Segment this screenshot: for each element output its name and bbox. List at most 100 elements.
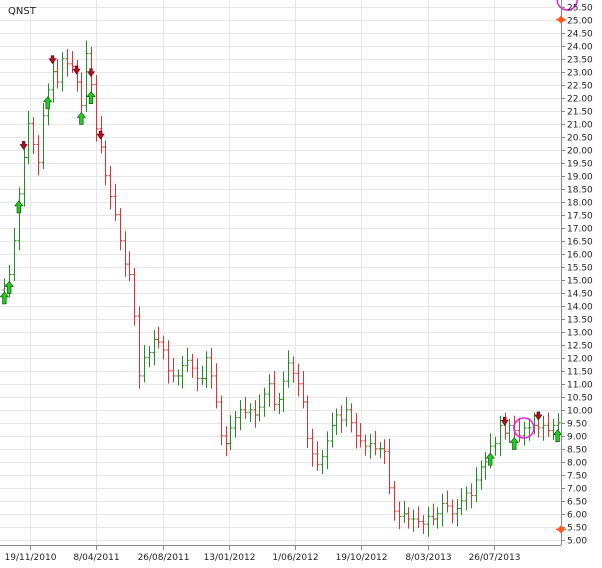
price-bar [320,450,325,474]
price-bar [209,348,214,389]
price-bar [161,335,166,360]
x-axis-ticks: 19/11/2010 8/04/2011 26/08/2011 13/01/2012 1… [5,545,521,563]
price-bar [402,501,407,523]
price-bar [84,40,89,112]
buy-arrow-icon [485,452,495,466]
price-bar [455,498,460,527]
price-bar [31,117,36,155]
x-tick-label: 19/10/2012 [336,553,388,563]
price-bar [310,428,315,467]
y-tick-label: 6.50 [567,498,587,508]
price-bar [469,483,474,509]
price-bar [426,506,431,537]
price-bar [387,438,392,495]
y-tick-label: 24.00 [567,43,593,53]
y-tick-label: 18.00 [567,199,593,209]
y-tick-label: 12.50 [567,342,593,352]
price-bar [479,460,484,490]
x-tick-label: 1/06/2012 [272,553,318,563]
price-bar [431,503,436,526]
y-tick-label: 12.00 [567,355,593,365]
price-bar [176,369,181,386]
price-bar [224,426,229,457]
price-bar [503,412,508,440]
price-bar [70,51,75,73]
highlight-circle [556,0,578,11]
price-bar [450,499,455,524]
price-bar [118,208,123,251]
buy-arrow-icon [14,200,24,214]
y-tick-label: 5.00 [567,537,587,547]
price-bar [363,434,368,456]
price-bar [94,75,99,142]
price-bar [238,400,243,431]
y-tick-label: 9.50 [567,420,587,430]
price-bar [103,140,108,186]
price-bar [248,403,253,422]
price-markers [556,15,566,534]
price-bar [397,501,402,530]
price-bar [253,400,258,428]
price-bar [156,326,161,349]
price-bar [305,395,310,448]
price-bar [113,183,118,222]
highlight-circle [513,417,535,439]
buy-arrow-icon [552,429,563,443]
y-tick-label: 8.50 [567,446,587,456]
price-bar [349,403,354,433]
x-tick-label: 26/07/2013 [469,553,521,563]
y-tick-label: 9.00 [567,433,587,443]
sell-arrow-icon [96,130,105,140]
price-bar [498,415,503,457]
price-bar [123,231,128,277]
price-bar [546,412,551,438]
buy-arrow-icon [0,291,10,305]
price-marker-icon [557,525,565,534]
price-bar [233,411,238,438]
x-tick-label: 26/08/2011 [138,553,190,563]
price-bar [411,509,416,532]
price-bar [435,507,440,529]
price-bar [152,329,157,366]
price-bar [459,488,464,516]
price-bar [195,358,200,392]
y-tick-label: 19.50 [567,160,593,170]
price-bar [243,397,248,419]
price-bar [137,306,142,389]
buy-arrow-icon [76,111,87,125]
price-bar [464,486,469,511]
x-tick-label: 19/11/2010 [5,553,57,563]
price-bar [79,72,84,119]
price-bar [536,418,541,438]
y-tick-label: 5.50 [567,524,587,534]
y-tick-label: 21.00 [567,121,593,131]
price-marker-icon [557,15,565,24]
y-tick-label: 17.00 [567,225,593,235]
price-bar [75,59,80,92]
y-tick-label: 7.50 [567,472,587,482]
y-tick-label: 22.00 [567,95,593,105]
price-bar [214,363,219,409]
price-bar [291,356,296,383]
price-bar [339,405,344,433]
signal-arrows [0,56,563,466]
price-bar [368,433,373,459]
price-bar [296,363,301,397]
price-bar [17,187,22,251]
price-bar [277,392,282,415]
highlight-circles [513,0,578,439]
y-axis-ticks: 5.00 5.50 6.00 6.50 7.00 7.50 8.00 8.50 9.00 9.50… [561,4,593,547]
price-bar [132,267,137,326]
x-tick-label: 13/01/2012 [204,553,256,563]
y-tick-label: 14.00 [567,303,593,313]
buy-arrow-icon [4,280,14,294]
price-bar [26,110,31,164]
price-bar [12,227,17,282]
price-bar [36,134,41,176]
price-bar [228,415,233,451]
price-bar [551,418,556,441]
y-tick-label: 21.50 [567,108,593,118]
price-bar [60,52,65,92]
y-tick-label: 11.00 [567,381,593,391]
